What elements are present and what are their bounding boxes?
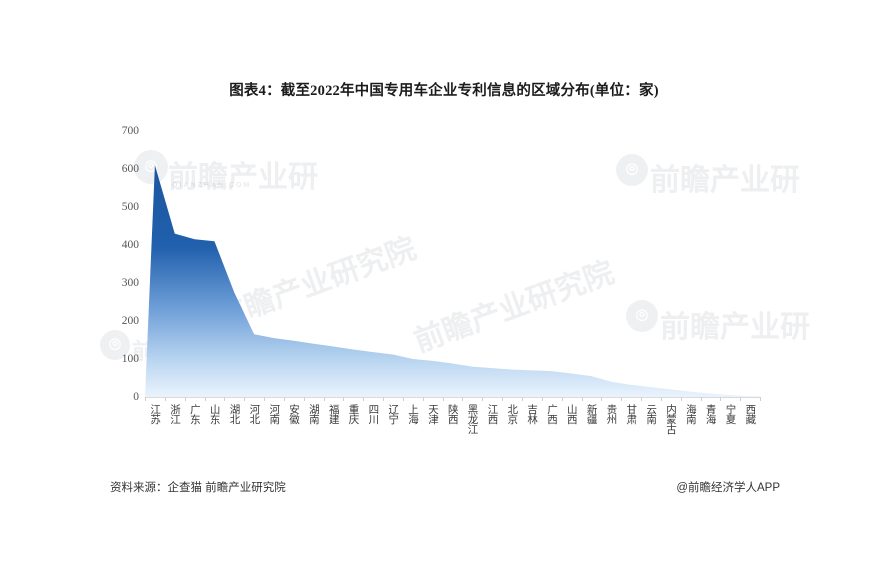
x-axis-tick-label: 河南 [268, 404, 281, 424]
x-axis-tick [561, 397, 563, 401]
x-axis-tick [581, 397, 583, 401]
x-axis-tick [244, 397, 246, 401]
x-axis-tick-label: 宁夏 [724, 404, 737, 424]
x-axis-tick-label: 福建 [327, 404, 340, 424]
x-axis-tick [442, 397, 444, 401]
y-axis-tick-labels: 0 100 200 300 400 500 600 700 [103, 125, 139, 403]
x-axis-tick-label: 江苏 [149, 404, 162, 424]
x-axis-tick [482, 397, 484, 401]
page-title: 图表4：截至2022年中国专用车企业专利信息的区域分布(单位：家) [229, 83, 659, 99]
y-axis-tick-label: 700 [121, 125, 139, 137]
x-axis-tick-label: 重庆 [347, 404, 360, 424]
x-axis-tick-label: 天津 [426, 404, 439, 424]
x-axis-tick [760, 397, 761, 401]
x-axis-tick [541, 397, 543, 401]
y-axis-tick-label: 0 [133, 391, 139, 403]
x-axis-tick [700, 397, 702, 401]
x-axis-tick-label: 山西 [565, 404, 578, 424]
x-axis-tick [204, 397, 206, 401]
x-axis-tick-label: 辽宁 [387, 404, 400, 424]
x-axis-tick-label: 西藏 [744, 404, 757, 424]
y-axis-tick-label: 500 [121, 201, 139, 213]
area-chart-series [145, 165, 760, 397]
x-axis-tick [680, 397, 682, 401]
x-axis-tick-label: 甘肃 [625, 404, 638, 424]
x-axis-tick-label: 青海 [704, 404, 717, 424]
y-axis-tick-label: 300 [121, 277, 139, 289]
app-attribution: @前瞻经济学人APP [676, 482, 780, 494]
x-axis-tick [323, 397, 325, 401]
x-axis-tick-label: 贵州 [605, 404, 618, 424]
x-axis-tick [740, 397, 742, 401]
x-axis-tick [502, 397, 504, 401]
x-axis-tick-label: 河北 [248, 404, 261, 424]
x-axis-tick-label: 上海 [407, 404, 420, 424]
x-axis-tick-label: 四川 [367, 404, 380, 424]
x-axis-tick-label: 陕西 [446, 404, 459, 424]
x-axis-tick [383, 397, 385, 401]
x-axis-tick-label: 北京 [506, 404, 519, 424]
x-axis-tick-label: 湖北 [228, 404, 241, 424]
x-axis-tick-label: 江西 [486, 404, 499, 424]
x-axis-tick [224, 397, 226, 401]
y-axis-tick-label: 100 [121, 353, 139, 365]
x-axis-tick [660, 397, 662, 401]
x-axis-tick [283, 397, 285, 401]
x-axis-tick [164, 397, 166, 401]
x-axis-tick-label: 新疆 [585, 404, 598, 424]
y-axis-tick-label: 200 [121, 315, 139, 327]
x-axis-tick [264, 397, 265, 401]
x-axis-tick [641, 397, 642, 401]
x-axis-tick [145, 397, 146, 401]
x-axis-tick-label: 安徽 [288, 404, 301, 424]
x-axis-tick-label: 浙江 [169, 404, 182, 424]
x-axis-tick-label: 山东 [208, 404, 221, 424]
x-axis-tick-label: 广西 [545, 404, 558, 424]
y-axis-tick-label: 400 [121, 239, 139, 251]
x-axis-tick-label: 吉林 [526, 404, 539, 424]
x-axis-tick [462, 397, 464, 401]
y-axis-tick-label: 600 [121, 163, 139, 175]
x-axis-tick-label: 广东 [188, 404, 201, 424]
x-axis-tick-label: 云南 [645, 404, 658, 424]
x-axis-tick [363, 397, 365, 401]
x-axis-tick [402, 397, 404, 401]
x-axis-line [145, 397, 760, 398]
x-axis-tick-label: 内蒙古 [664, 404, 677, 434]
x-axis-tick-label: 海南 [684, 404, 697, 424]
x-axis-tick [422, 397, 424, 401]
x-axis-tick [521, 397, 523, 401]
source-note: 资料来源：企查猫 前瞻产业研究院 [110, 482, 286, 494]
x-axis-tick [720, 397, 722, 401]
x-axis-tick [184, 397, 186, 401]
x-axis-tick-label: 黑龙江 [466, 404, 479, 434]
x-axis-tick [343, 397, 345, 401]
x-axis-tick [621, 397, 623, 401]
x-axis-tick-label: 湖南 [307, 404, 320, 424]
x-axis-tick [303, 397, 305, 401]
x-axis-tick [601, 397, 603, 401]
